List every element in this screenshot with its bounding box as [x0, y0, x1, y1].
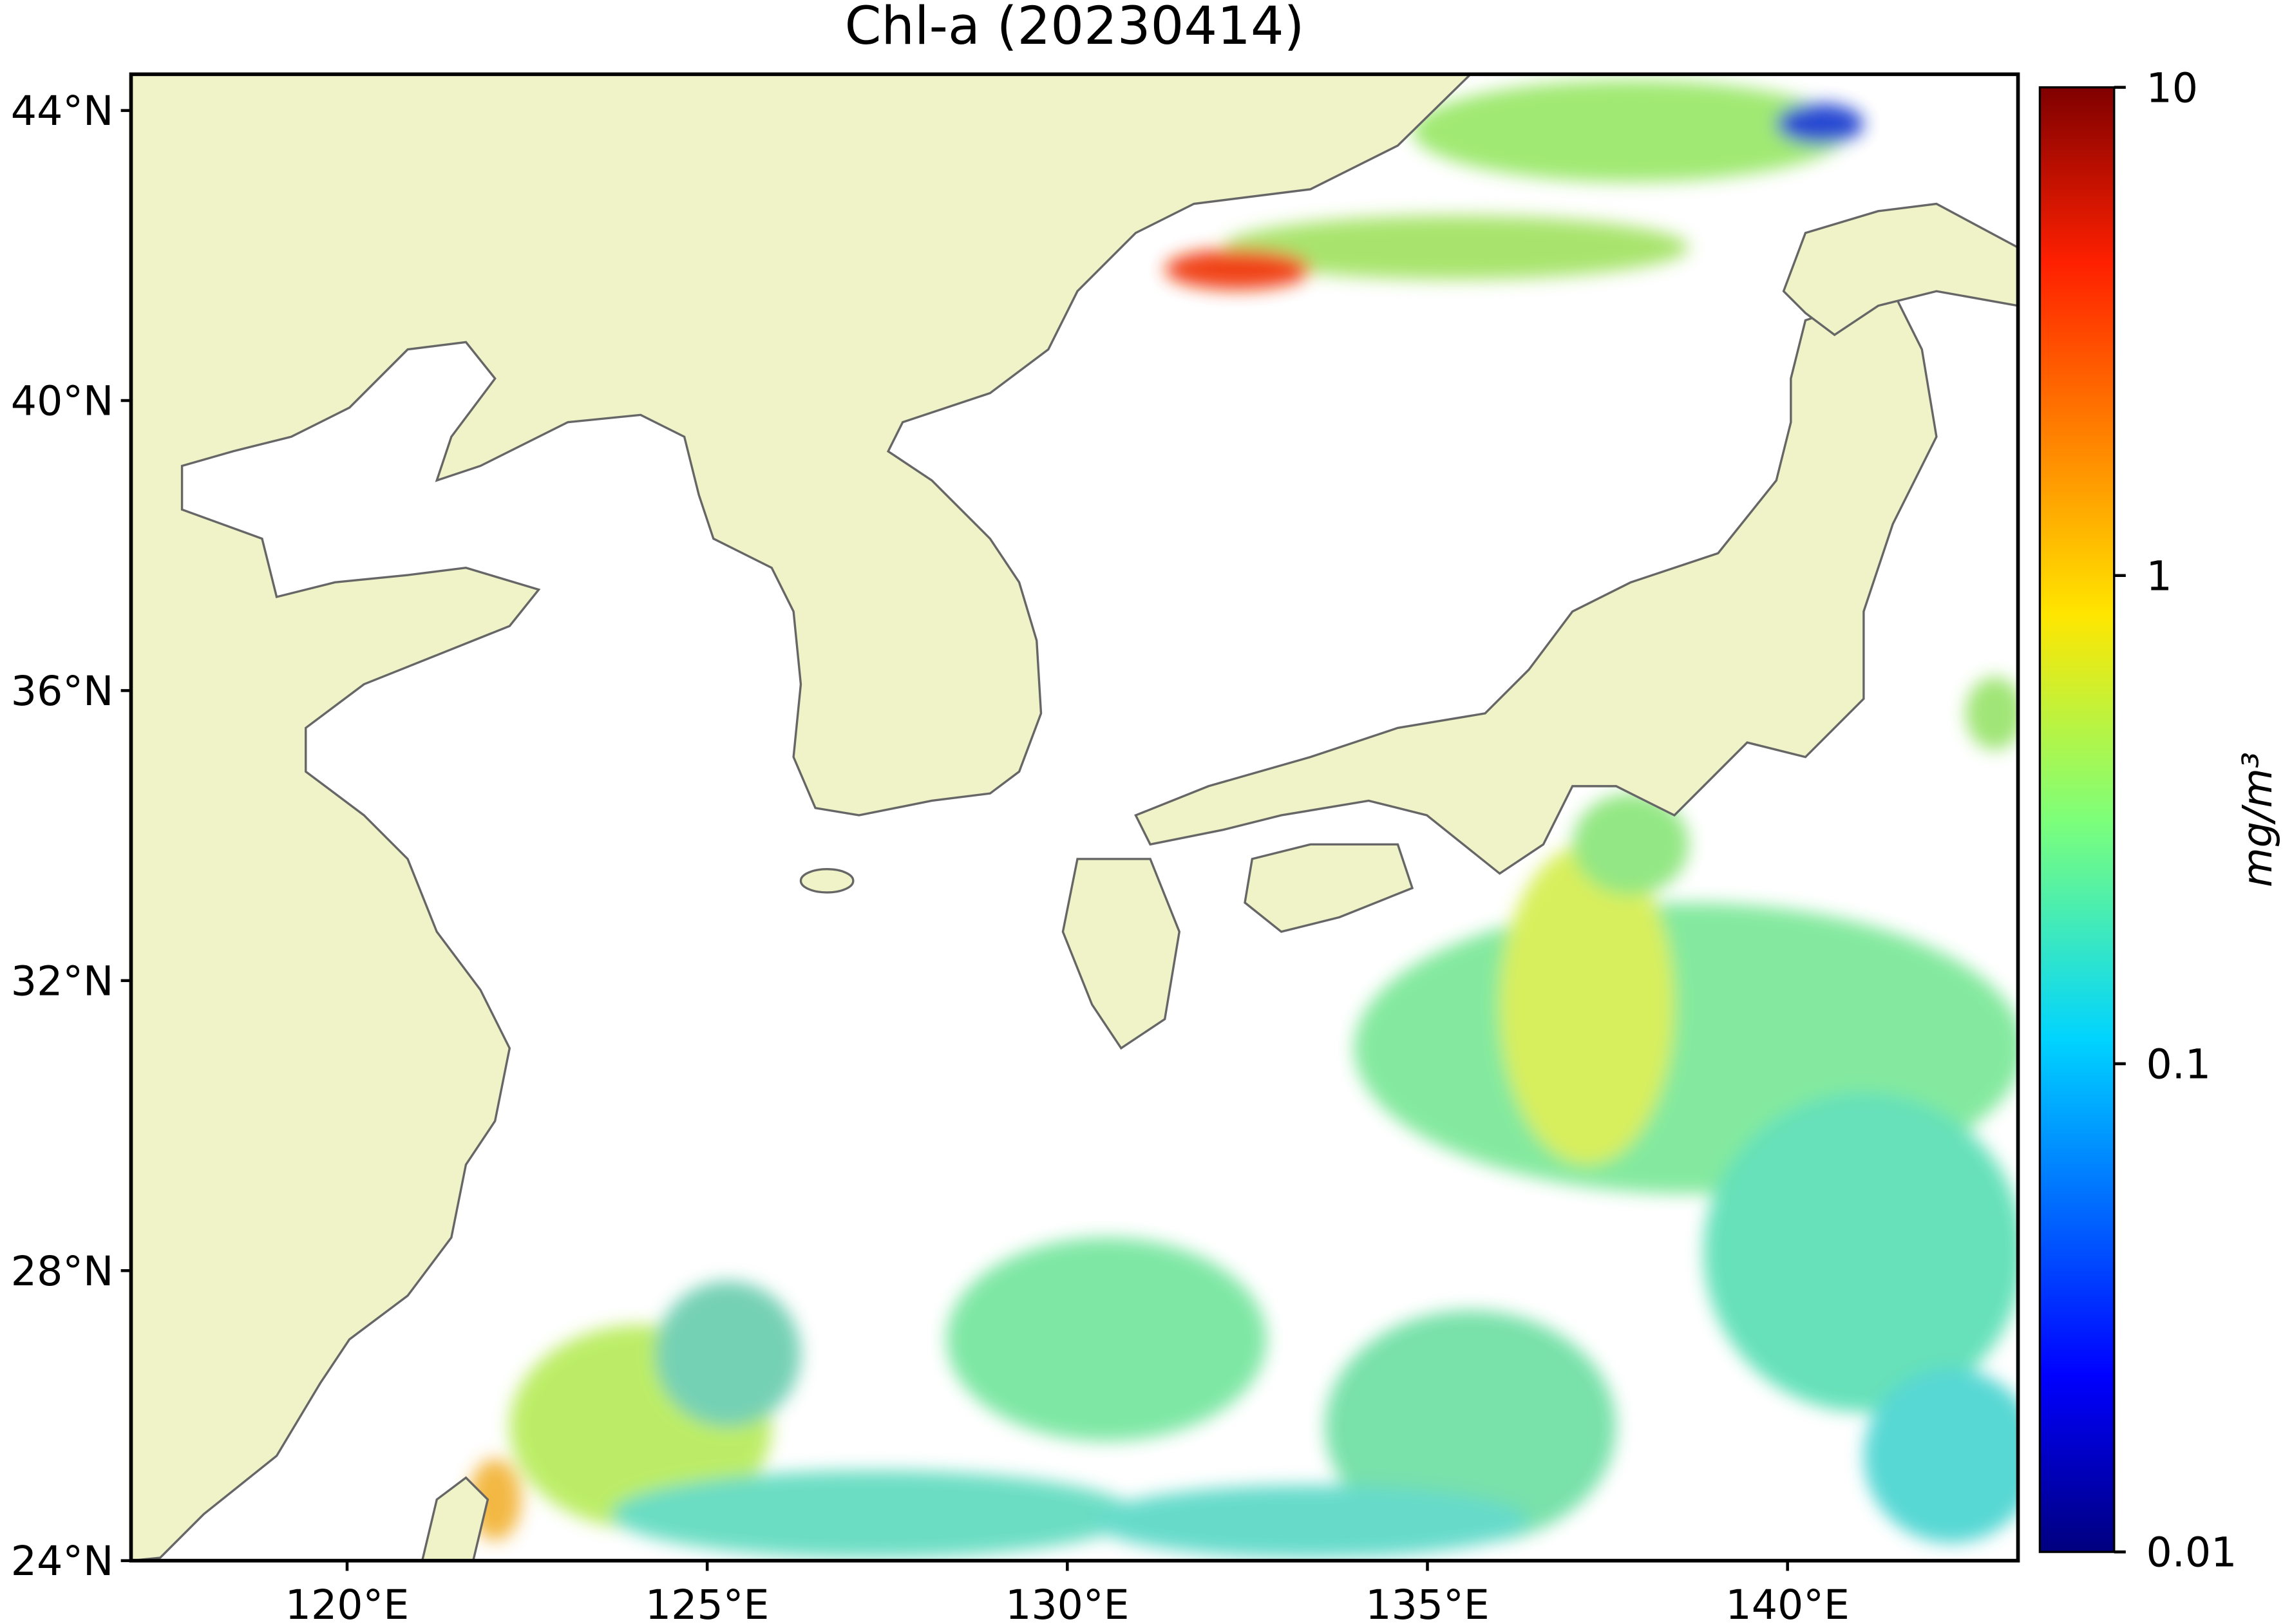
x-tick-label: 130°E	[1005, 1581, 1129, 1624]
x-tick-label: 135°E	[1365, 1581, 1489, 1624]
map-area	[131, 74, 2018, 1561]
asia-mainland	[131, 74, 1472, 1561]
kyushu	[1061, 858, 1181, 1050]
colorbar-tick-label: 0.01	[2146, 1529, 2237, 1576]
y-tick-label: 40°N	[11, 377, 114, 425]
colorbar-label: mg/m³	[2233, 752, 2281, 887]
hokkaido	[1782, 202, 2018, 337]
taiwan	[421, 1476, 489, 1561]
y-tick-label: 32°N	[11, 957, 114, 1005]
x-tick-label: 120°E	[285, 1581, 409, 1624]
colorbar	[2038, 86, 2116, 1553]
land	[131, 74, 2018, 1561]
colorbar-tick-label: 10	[2146, 64, 2198, 111]
honshu	[1134, 290, 1938, 875]
colorbar-tick-label: 1	[2146, 552, 2172, 600]
y-tick-label: 44°N	[11, 87, 114, 135]
x-tick-label: 125°E	[645, 1581, 769, 1624]
map-frame	[129, 72, 2020, 1563]
jeju	[799, 868, 855, 894]
map-title: Chl-a (20230414)	[845, 0, 1305, 57]
x-tick-label: 140°E	[1725, 1581, 1849, 1624]
chlorophyll-field	[468, 80, 2018, 1558]
y-tick-label: 24°N	[11, 1537, 114, 1585]
colorbar-tick-label: 0.1	[2146, 1041, 2211, 1088]
shikoku	[1244, 843, 1414, 933]
y-tick-label: 36°N	[11, 667, 114, 715]
y-tick-label: 28°N	[11, 1247, 114, 1295]
